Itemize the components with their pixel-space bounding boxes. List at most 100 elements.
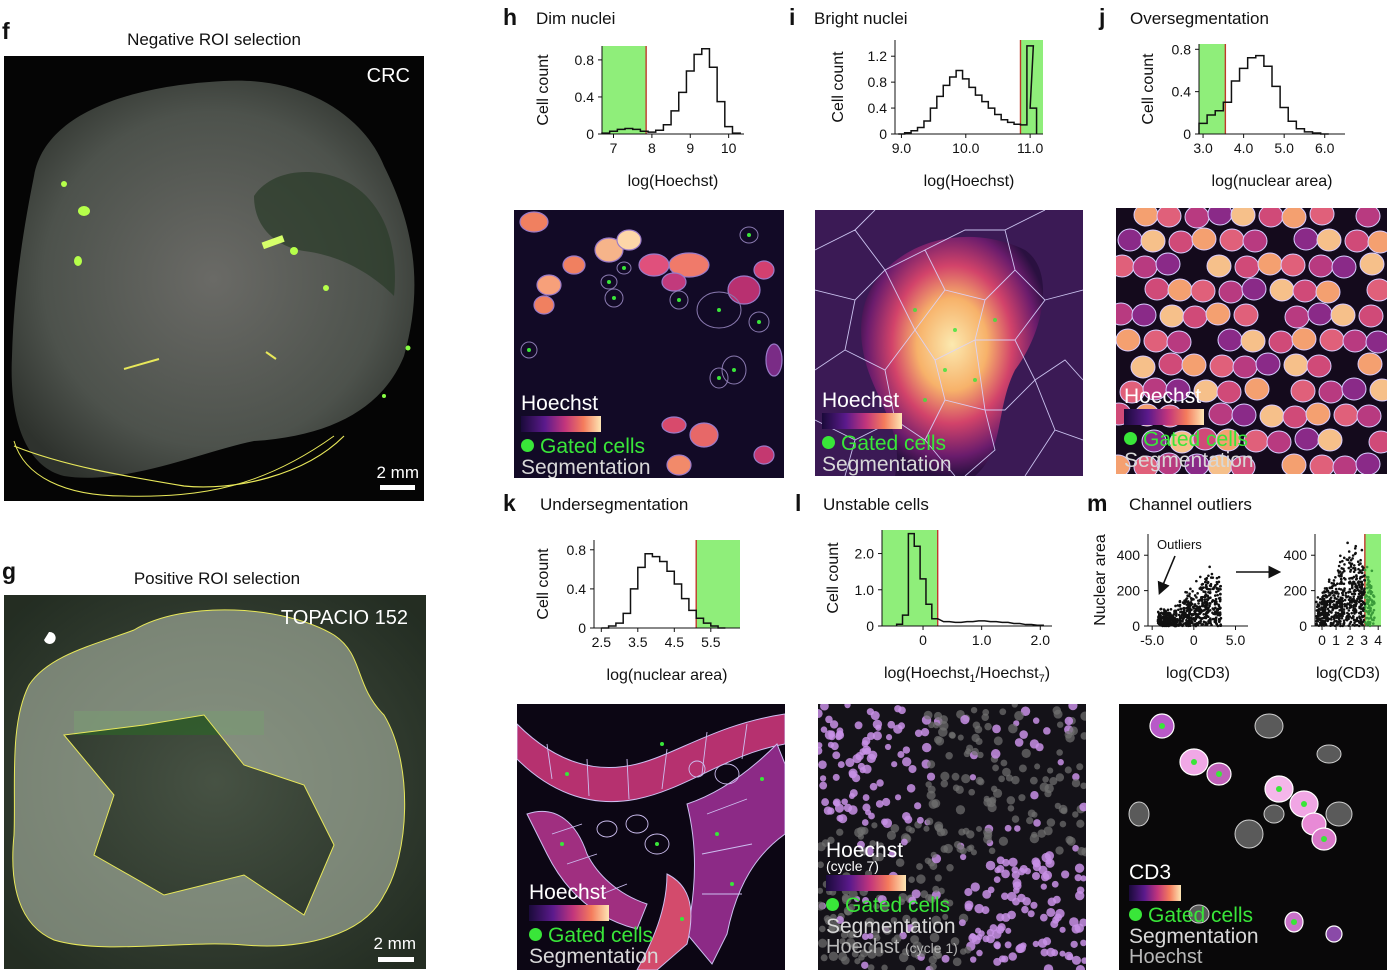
scatter-point xyxy=(1198,621,1202,624)
unstable-nucleus xyxy=(975,737,983,746)
y-tick-label: 400 xyxy=(1284,547,1308,563)
scatter-point xyxy=(1174,624,1178,628)
scatter-point xyxy=(1348,615,1352,618)
x-tick-label: 2.5 xyxy=(592,634,612,650)
unstable-nucleus xyxy=(1064,716,1074,726)
scatter-point xyxy=(1332,599,1336,603)
scatter-point xyxy=(1193,594,1197,597)
scatter-point xyxy=(1217,580,1221,584)
overseg-nucleus xyxy=(1117,228,1143,252)
scatter-point xyxy=(1355,577,1359,580)
overseg-nucleus xyxy=(1331,255,1357,279)
y-tick-label: 0.8 xyxy=(575,52,595,68)
histogram-bin xyxy=(725,127,733,134)
scatter-point xyxy=(1165,618,1168,622)
panel-label-j: j xyxy=(1099,4,1106,30)
histogram-line xyxy=(1198,54,1329,135)
unstable-nucleus xyxy=(869,840,877,847)
unstable-nucleus xyxy=(998,775,1005,783)
unstable-nucleus xyxy=(1076,819,1085,828)
unstable-nucleus xyxy=(880,902,889,911)
histogram-bin xyxy=(930,108,936,134)
scatter-point xyxy=(1317,617,1321,621)
scatter-point xyxy=(1210,572,1214,576)
histogram-line xyxy=(898,45,1038,135)
scatter-point xyxy=(1343,587,1346,590)
scatter-point xyxy=(1343,602,1347,606)
overseg-nucleus xyxy=(1269,278,1295,302)
scatter-point xyxy=(1351,614,1355,618)
panel-label-i: i xyxy=(789,4,796,30)
y-tick-label: 0.8 xyxy=(1172,41,1192,57)
scatter-point xyxy=(1178,604,1181,608)
gated-dot-icon xyxy=(826,898,839,911)
scatter-point xyxy=(1159,607,1162,611)
y-axis-label: Cell count xyxy=(825,542,842,614)
gate-region xyxy=(1199,44,1226,134)
unstable-nucleus xyxy=(818,708,823,719)
scatter-point xyxy=(1320,617,1323,620)
overseg-nucleus xyxy=(1230,455,1256,474)
scatter-point xyxy=(1356,597,1359,601)
scatter-point xyxy=(1347,598,1351,601)
scatter-point xyxy=(1346,611,1349,615)
unstable-nucleus xyxy=(916,816,924,824)
legend-h: Hoechst Gated cells Segmentation xyxy=(521,393,651,478)
unstable-nucleus xyxy=(1032,940,1040,948)
scatter-point xyxy=(1173,619,1177,622)
unstable-nucleus xyxy=(824,730,835,740)
x-tick-label: -5.0 xyxy=(1140,632,1164,648)
unstable-nucleus xyxy=(911,919,919,927)
scatter-point xyxy=(1362,619,1366,622)
unstable-nucleus xyxy=(851,942,859,951)
unstable-nucleus xyxy=(931,799,941,808)
unstable-nucleus xyxy=(836,916,844,924)
scatter-point xyxy=(1332,603,1336,606)
x-tick-label: 3.0 xyxy=(1193,140,1213,156)
unstable-nucleus xyxy=(876,779,884,787)
scatter-point xyxy=(1320,620,1324,623)
histogram-bin xyxy=(926,604,932,626)
histogram-bin xyxy=(1199,123,1207,134)
overseg-nucleus xyxy=(1341,377,1367,401)
unstable-nucleus xyxy=(895,858,905,867)
y-axis-label: Nuclear area xyxy=(1092,534,1109,626)
histogram-bin xyxy=(937,96,943,134)
scatter-point xyxy=(1190,614,1194,617)
scatter-point xyxy=(1203,600,1207,604)
scatter-point xyxy=(1187,624,1190,628)
scatter-point xyxy=(1337,620,1341,624)
overseg-nucleus xyxy=(1369,378,1387,402)
scatter-point xyxy=(1339,602,1342,606)
scatter-point xyxy=(1335,619,1338,623)
scatter-point xyxy=(1337,587,1341,591)
y-tick-label: 0.4 xyxy=(567,581,587,597)
bright-nuclei-image: Hoechst Gated cells Segmentation xyxy=(815,210,1083,476)
scatter-point xyxy=(1329,624,1332,628)
scatter-point xyxy=(1367,600,1370,604)
unstable-nucleus xyxy=(1040,872,1050,882)
unstable-nucleus xyxy=(965,748,972,755)
scatter-point xyxy=(1201,582,1205,586)
scatter-point xyxy=(1214,616,1218,620)
scatter-point xyxy=(1195,609,1199,612)
unstable-nucleus xyxy=(1056,749,1063,756)
scatter-point xyxy=(1363,604,1367,608)
y-tick-label: 0.4 xyxy=(575,89,595,105)
unstable-nucleus xyxy=(1031,871,1041,881)
scatter-point xyxy=(1194,624,1198,628)
unstable-nucleus xyxy=(881,964,888,970)
unstable-nucleus xyxy=(943,843,953,854)
scatter-point xyxy=(1188,608,1191,612)
unstable-nucleus xyxy=(818,760,827,769)
scatter-point xyxy=(1354,551,1357,555)
unstable-nucleus xyxy=(849,789,858,798)
x-tick-label: 5.0 xyxy=(1274,140,1294,156)
unstable-nucleus xyxy=(1080,875,1086,882)
unstable-nucleus xyxy=(828,951,839,962)
x-tick-label: 7 xyxy=(610,140,618,156)
scatter-point xyxy=(1165,620,1168,624)
scatter-point xyxy=(1194,615,1198,619)
scatter-point xyxy=(1349,562,1352,565)
unstable-nucleus xyxy=(1017,867,1026,876)
